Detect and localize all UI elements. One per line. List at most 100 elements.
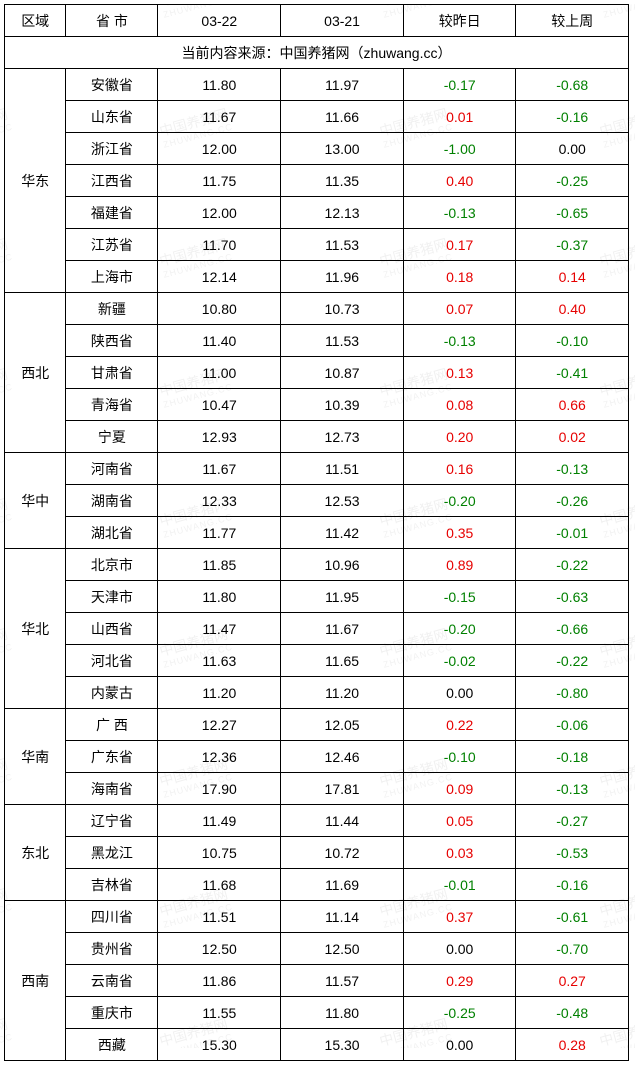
table-row: 东北辽宁省11.4911.440.05-0.27: [5, 805, 629, 837]
table-row: 湖南省12.3312.53-0.20-0.26: [5, 485, 629, 517]
d2-cell: 11.44: [281, 805, 404, 837]
d2-cell: 12.05: [281, 709, 404, 741]
delta-day-cell: 0.03: [403, 837, 516, 869]
province-cell: 陕西省: [66, 325, 158, 357]
province-cell: 山东省: [66, 101, 158, 133]
delta-week-cell: 0.27: [516, 965, 629, 997]
table-row: 福建省12.0012.13-0.13-0.65: [5, 197, 629, 229]
delta-week-cell: -0.68: [516, 69, 629, 101]
table-row: 宁夏12.9312.730.200.02: [5, 421, 629, 453]
delta-day-cell: 0.08: [403, 389, 516, 421]
table-row: 河北省11.6311.65-0.02-0.22: [5, 645, 629, 677]
province-cell: 安徽省: [66, 69, 158, 101]
header-date2: 03-21: [281, 5, 404, 37]
price-table: 区域 省 市 03-22 03-21 较昨日 较上周 当前内容来源：中国养猪网（…: [4, 4, 629, 1061]
delta-day-cell: 0.09: [403, 773, 516, 805]
d2-cell: 11.57: [281, 965, 404, 997]
delta-week-cell: -0.63: [516, 581, 629, 613]
d1-cell: 12.93: [158, 421, 281, 453]
d2-cell: 11.20: [281, 677, 404, 709]
d1-cell: 12.14: [158, 261, 281, 293]
delta-week-cell: 0.00: [516, 133, 629, 165]
delta-day-cell: -0.13: [403, 325, 516, 357]
table-row: 华南广 西12.2712.050.22-0.06: [5, 709, 629, 741]
d1-cell: 12.33: [158, 485, 281, 517]
delta-day-cell: 0.01: [403, 101, 516, 133]
delta-week-cell: -0.16: [516, 101, 629, 133]
region-cell: 西北: [5, 293, 66, 453]
d1-cell: 11.20: [158, 677, 281, 709]
d2-cell: 10.73: [281, 293, 404, 325]
province-cell: 黑龙江: [66, 837, 158, 869]
province-cell: 北京市: [66, 549, 158, 581]
delta-week-cell: -0.61: [516, 901, 629, 933]
delta-day-cell: 0.20: [403, 421, 516, 453]
delta-day-cell: 0.17: [403, 229, 516, 261]
d1-cell: 12.27: [158, 709, 281, 741]
delta-day-cell: -0.25: [403, 997, 516, 1029]
delta-day-cell: -0.15: [403, 581, 516, 613]
d2-cell: 12.53: [281, 485, 404, 517]
delta-day-cell: 0.40: [403, 165, 516, 197]
d2-cell: 11.14: [281, 901, 404, 933]
region-cell: 华南: [5, 709, 66, 805]
d2-cell: 11.51: [281, 453, 404, 485]
province-cell: 四川省: [66, 901, 158, 933]
delta-week-cell: -0.27: [516, 805, 629, 837]
province-cell: 山西省: [66, 613, 158, 645]
d1-cell: 11.70: [158, 229, 281, 261]
delta-week-cell: -0.37: [516, 229, 629, 261]
d1-cell: 15.30: [158, 1029, 281, 1061]
province-cell: 新疆: [66, 293, 158, 325]
table-row: 甘肃省11.0010.870.13-0.41: [5, 357, 629, 389]
table-row: 黑龙江10.7510.720.03-0.53: [5, 837, 629, 869]
province-cell: 辽宁省: [66, 805, 158, 837]
d1-cell: 11.00: [158, 357, 281, 389]
d2-cell: 11.53: [281, 325, 404, 357]
delta-week-cell: -0.13: [516, 453, 629, 485]
delta-week-cell: -0.53: [516, 837, 629, 869]
d1-cell: 12.36: [158, 741, 281, 773]
d1-cell: 11.40: [158, 325, 281, 357]
delta-week-cell: 0.28: [516, 1029, 629, 1061]
table-row: 江苏省11.7011.530.17-0.37: [5, 229, 629, 261]
delta-week-cell: -0.65: [516, 197, 629, 229]
table-row: 西南四川省11.5111.140.37-0.61: [5, 901, 629, 933]
delta-week-cell: -0.06: [516, 709, 629, 741]
header-delta-day: 较昨日: [403, 5, 516, 37]
delta-day-cell: 0.00: [403, 677, 516, 709]
delta-week-cell: -0.01: [516, 517, 629, 549]
delta-day-cell: -0.13: [403, 197, 516, 229]
delta-week-cell: 0.40: [516, 293, 629, 325]
d2-cell: 11.67: [281, 613, 404, 645]
table-row: 西北新疆10.8010.730.070.40: [5, 293, 629, 325]
table-header-row: 区域 省 市 03-22 03-21 较昨日 较上周: [5, 5, 629, 37]
province-cell: 内蒙古: [66, 677, 158, 709]
d2-cell: 11.35: [281, 165, 404, 197]
delta-week-cell: -0.18: [516, 741, 629, 773]
table-row: 山西省11.4711.67-0.20-0.66: [5, 613, 629, 645]
table-row: 天津市11.8011.95-0.15-0.63: [5, 581, 629, 613]
header-date1: 03-22: [158, 5, 281, 37]
d1-cell: 11.49: [158, 805, 281, 837]
delta-day-cell: 0.00: [403, 1029, 516, 1061]
delta-day-cell: -0.20: [403, 485, 516, 517]
d2-cell: 11.53: [281, 229, 404, 261]
d2-cell: 11.42: [281, 517, 404, 549]
province-cell: 河南省: [66, 453, 158, 485]
d1-cell: 11.63: [158, 645, 281, 677]
d2-cell: 10.96: [281, 549, 404, 581]
table-row: 华中河南省11.6711.510.16-0.13: [5, 453, 629, 485]
delta-day-cell: 0.05: [403, 805, 516, 837]
d1-cell: 12.50: [158, 933, 281, 965]
d2-cell: 10.87: [281, 357, 404, 389]
table-row: 青海省10.4710.390.080.66: [5, 389, 629, 421]
d2-cell: 15.30: [281, 1029, 404, 1061]
region-cell: 华东: [5, 69, 66, 293]
d2-cell: 11.66: [281, 101, 404, 133]
delta-day-cell: 0.13: [403, 357, 516, 389]
d1-cell: 11.51: [158, 901, 281, 933]
delta-day-cell: -0.02: [403, 645, 516, 677]
province-cell: 江苏省: [66, 229, 158, 261]
d2-cell: 11.69: [281, 869, 404, 901]
